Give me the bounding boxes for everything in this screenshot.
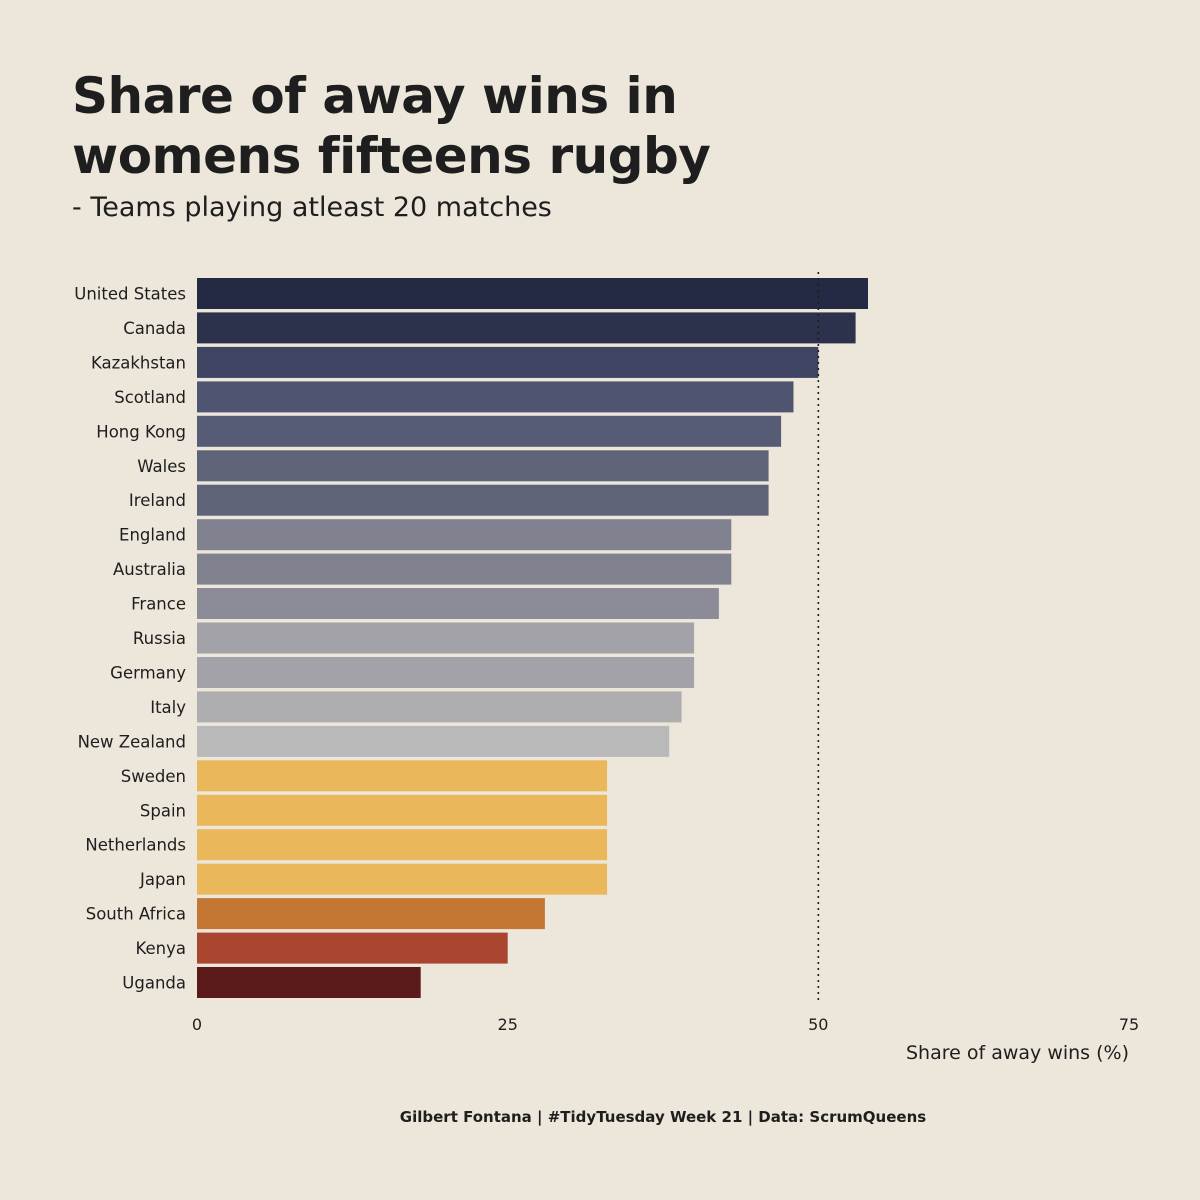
chart-title: Share of away wins in womens fifteens ru… [72,66,1072,186]
bar-kenya [197,932,508,964]
bar-italy [197,691,682,723]
x-tick-label-75: 75 [1119,1015,1139,1034]
chart-title-line-1: Share of away wins in [72,67,678,125]
bar-japan [197,863,608,895]
category-label-sweden: Sweden [121,767,186,786]
x-axis-ticks-group: 0 25 50 75 [192,1015,1139,1034]
x-axis-label: Share of away wins (%) [906,1042,1129,1064]
bar-france [197,588,719,619]
bar-netherlands [197,829,608,861]
bar-sweden [197,760,608,792]
category-labels-group: United States Canada Kazakhstan Scotland Hon… [74,285,186,993]
bar-germany [197,657,695,688]
bar-south-africa [197,898,545,930]
category-label-ireland: Ireland [129,491,186,510]
category-label-japan: Japan [139,870,186,889]
category-label-wales: Wales [137,457,186,476]
category-label-kenya: Kenya [136,939,186,958]
category-label-england: England [119,526,186,545]
category-label-canada: Canada [123,319,186,338]
bar-united-states [197,278,868,309]
bar-ireland [197,484,769,516]
chart-title-line-2: womens fifteens rugby [72,127,711,185]
category-label-new-zealand: New Zealand [78,732,186,751]
category-label-kazakhstan: Kazakhstan [91,353,186,372]
bar-russia [197,622,695,654]
category-label-uganda: Uganda [122,974,186,993]
category-label-scotland: Scotland [114,388,186,407]
x-tick-label-50: 50 [808,1015,828,1034]
category-label-south-africa: South Africa [86,905,186,924]
bar-wales [197,450,769,482]
bar-hong-kong [197,415,782,447]
bar-new-zealand [197,725,670,757]
category-label-australia: Australia [113,560,186,579]
category-label-italy: Italy [150,698,186,717]
bar-australia [197,553,732,585]
category-label-netherlands: Netherlands [85,836,186,855]
bar-uganda [197,967,421,998]
category-label-russia: Russia [133,629,186,648]
category-label-spain: Spain [140,801,186,820]
category-label-united-states: United States [74,285,186,304]
bar-england [197,519,732,551]
chart-subtitle: - Teams playing atleast 20 matches [72,192,552,223]
category-label-france: France [131,595,186,614]
x-tick-label-0: 0 [192,1015,202,1034]
category-label-germany: Germany [110,664,186,683]
category-label-hong-kong: Hong Kong [96,422,186,441]
bar-spain [197,794,608,826]
bar-kazakhstan [197,346,819,378]
x-tick-label-25: 25 [498,1015,518,1034]
bar-canada [197,312,856,344]
caption: Gilbert Fontana | #TidyTuesday Week 21 |… [399,1108,927,1126]
bars-group [197,278,868,998]
bar-scotland [197,381,794,413]
